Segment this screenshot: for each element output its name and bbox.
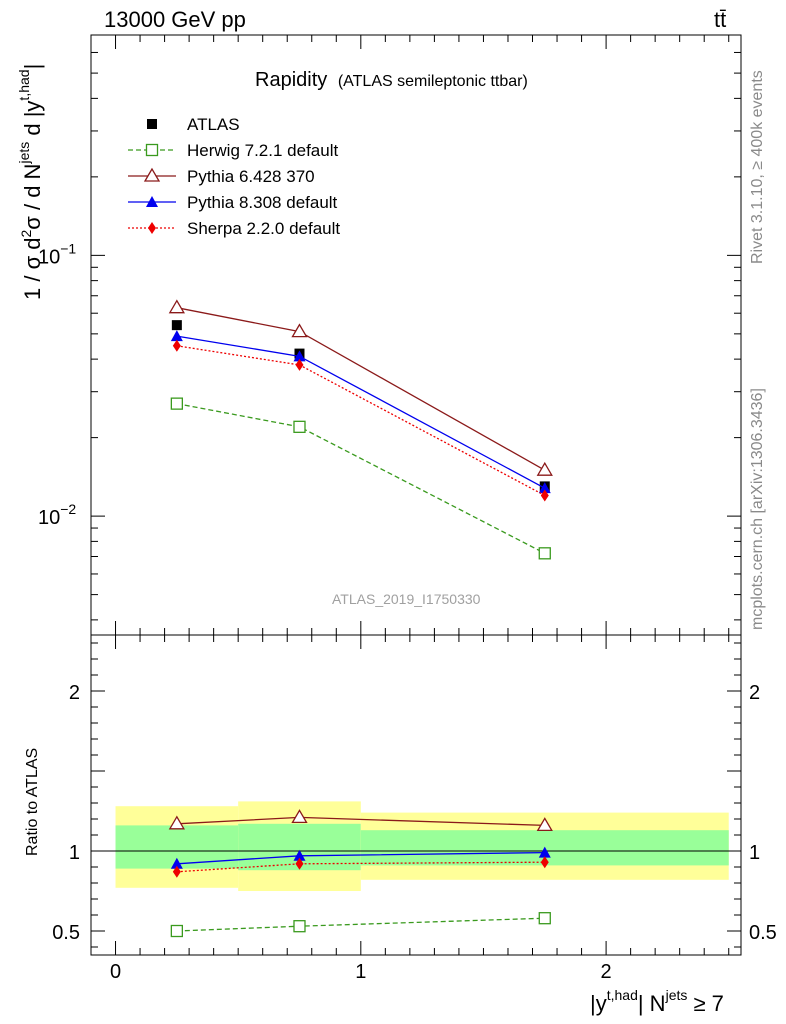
series-point-ratio-3 <box>172 865 181 878</box>
legend-marker-0 <box>145 143 159 157</box>
series-line-main-3 <box>176 345 546 497</box>
x-tick-label: 2 <box>601 961 612 983</box>
legend-label-3: Sherpa 2.2.0 default <box>187 219 340 238</box>
series-point-main-3 <box>540 489 549 502</box>
series-point-main-3 <box>172 339 181 352</box>
x-axis-label: |yt,had| Njets ≥ 7 <box>590 987 724 1016</box>
series-point-ratio-0 <box>538 912 551 925</box>
series-point-main-2 <box>293 350 306 362</box>
series-point-ratio-3 <box>540 856 549 869</box>
process-label: tt̄ <box>714 7 726 32</box>
legend-marker-1 <box>143 167 161 182</box>
legend-marker-atlas <box>147 119 157 129</box>
mcplots-label: mcplots.cern.ch [arXiv:1306.3436] <box>749 388 766 630</box>
ratio-tick-label-left: 0.5 <box>52 922 80 944</box>
ratio-panel-frame <box>90 634 742 956</box>
legend-label-0: Herwig 7.2.1 default <box>187 141 338 160</box>
series-point-main-0 <box>538 547 551 560</box>
series-line-main-0 <box>176 402 546 554</box>
series-point-main-1 <box>168 299 185 314</box>
legend-marker-3 <box>148 222 156 234</box>
series-point-main-2 <box>538 482 551 494</box>
legend-label-atlas: ATLAS <box>187 115 240 134</box>
y-axis-label-main: 1 / σ d2σ / d Njets d |yt,had| <box>16 64 45 300</box>
series-point-main-2 <box>170 330 183 342</box>
analysis-watermark: ATLAS_2019_I1750330 <box>332 591 481 607</box>
series-point-ratio-2 <box>538 846 551 858</box>
series-point-ratio-0 <box>170 924 183 938</box>
series-point-ratio-1 <box>291 809 308 824</box>
x-tick-label: 1 <box>355 961 366 983</box>
legend-label-2: Pythia 8.308 default <box>187 193 338 212</box>
series-point-ratio-3 <box>295 857 304 870</box>
series-point-main-1 <box>536 461 553 476</box>
series-point-main-1 <box>291 323 308 338</box>
series-line-ratio-0 <box>176 917 545 932</box>
ratio-tick-label-right: 2 <box>749 682 760 704</box>
legend-label-1: Pythia 6.428 370 <box>187 167 315 186</box>
series-point-ratio-2 <box>170 857 183 869</box>
series-point-main-0 <box>170 397 183 410</box>
y-tick-label-main: 10−2 <box>38 501 76 529</box>
energy-label: 13000 GeV pp <box>104 7 246 32</box>
x-tick-label: 0 <box>110 961 121 983</box>
uncertainty-bands <box>91 801 741 891</box>
series-line-main-2 <box>176 335 546 489</box>
atlas-data-point <box>171 320 182 331</box>
ratio-tick-label-left: 1 <box>69 842 80 864</box>
series-point-main-3 <box>295 358 304 371</box>
legend: ATLAS Herwig 7.2.1 default Pythia 6.428 37… <box>128 115 340 238</box>
axis-tick-labels: 0 1 2 10−1 10−2 0.5 0.5 1 1 2 2 <box>38 240 777 983</box>
axis-ticks <box>90 35 741 955</box>
ratio-tick-label-left: 2 <box>69 682 80 704</box>
chart-subtitle: (ATLAS semileptonic ttbar) <box>338 73 528 90</box>
y-tick-label-main: 10−1 <box>38 240 76 268</box>
series-point-ratio-1 <box>168 815 185 830</box>
rivet-label: Rivet 3.1.10, ≥ 400k events <box>749 70 766 264</box>
y-axis-label-ratio: Ratio to ATLAS <box>24 748 41 856</box>
legend-marker-2 <box>146 196 158 207</box>
series-point-main-0 <box>293 420 306 433</box>
chart-title: Rapidity (ATLAS semileptonic ttbar) <box>255 69 528 91</box>
series-point-ratio-0 <box>293 920 306 933</box>
series-point-ratio-2 <box>293 849 306 861</box>
series-line-ratio-3 <box>176 861 545 873</box>
ratio-tick-label-right: 1 <box>749 842 760 864</box>
chart-title-main: Rapidity <box>255 69 327 91</box>
ratio-tick-label-right: 0.5 <box>749 922 777 944</box>
series-layer <box>168 299 553 938</box>
series-point-ratio-1 <box>536 817 553 832</box>
